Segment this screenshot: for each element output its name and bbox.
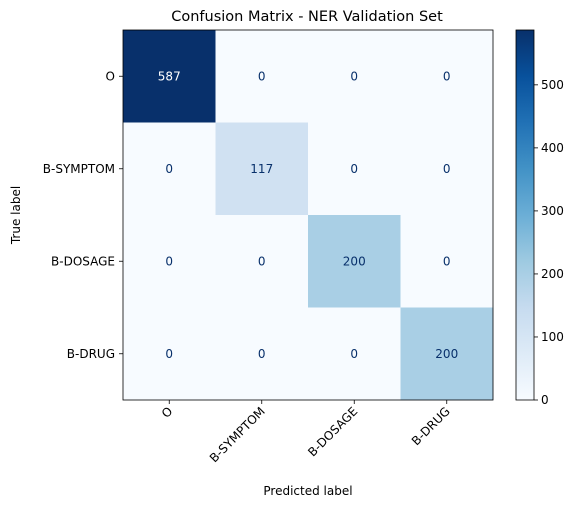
cell-value-label: 0 [165, 347, 173, 361]
x-tick-label: O [159, 404, 176, 421]
heatmap-cell [308, 215, 401, 308]
heatmap-cell [308, 30, 401, 123]
cell-value-label: 0 [165, 254, 173, 268]
cell-value-label: 0 [350, 69, 358, 83]
y-axis-label: True label [9, 186, 23, 245]
colorbar [515, 29, 535, 401]
cell-value-label: 0 [350, 347, 358, 361]
colorbar-ticks: 0 100 200 300 400 500 [534, 78, 564, 407]
heatmap-cell [215, 122, 309, 216]
cell-value-label: 0 [258, 69, 266, 83]
cell-value-label: 200 [435, 347, 458, 361]
x-tick-label: B-DOSAGE [305, 404, 360, 459]
colorbar-tick-label: 300 [541, 204, 564, 218]
y-tick-label: B-DRUG [67, 347, 115, 361]
heatmap-cell [123, 30, 216, 123]
colorbar-tick-label: 500 [541, 78, 564, 92]
x-tick-label: B-DRUG [409, 404, 453, 448]
y-tick-label: B-SYMPTOM [43, 162, 115, 176]
plot-frame [122, 29, 494, 401]
x-axis-label: Predicted label [263, 484, 352, 498]
heatmap-cell [400, 122, 494, 216]
chart-title: Confusion Matrix - NER Validation Set [171, 9, 443, 25]
cell-value-label: 0 [443, 254, 451, 268]
heatmap-cell [308, 122, 401, 216]
heatmap-cell [123, 307, 216, 401]
y-tick-label: O [106, 69, 115, 83]
cell-value-label: 0 [443, 162, 451, 176]
x-tick-labels: O B-SYMPTOM B-DOSAGE B-DRUG [159, 400, 453, 465]
heatmap-cell-labels: 587 0 0 0 0 117 0 0 0 0 200 0 0 0 0 200 [158, 69, 458, 361]
cell-value-label: 0 [258, 254, 266, 268]
heatmap-cell [400, 307, 494, 401]
heatmap-cell [400, 30, 494, 123]
colorbar-tick-label: 200 [541, 267, 564, 281]
cell-value-label: 587 [158, 69, 181, 83]
heatmap-cell [215, 307, 309, 401]
heatmap-cells [123, 30, 494, 401]
cell-value-label: 200 [343, 254, 366, 268]
cell-value-label: 0 [165, 162, 173, 176]
cell-value-label: 117 [250, 162, 273, 176]
cell-value-label: 0 [350, 162, 358, 176]
heatmap-cell [123, 215, 216, 308]
heatmap-cell [308, 307, 401, 401]
heatmap-cell [215, 215, 309, 308]
heatmap-cell [400, 215, 494, 308]
y-tick-label: B-DOSAGE [51, 254, 115, 268]
cell-value-label: 0 [258, 347, 266, 361]
heatmap-cell [123, 122, 216, 216]
colorbar-tick-label: 400 [541, 141, 564, 155]
x-tick-label: B-SYMPTOM [207, 404, 268, 465]
cell-value-label: 0 [443, 69, 451, 83]
heatmap-cell [215, 30, 309, 123]
colorbar-tick-label: 100 [541, 330, 564, 344]
y-tick-labels: O B-SYMPTOM B-DOSAGE B-DRUG [43, 69, 123, 361]
colorbar-tick-label: 0 [541, 393, 549, 407]
